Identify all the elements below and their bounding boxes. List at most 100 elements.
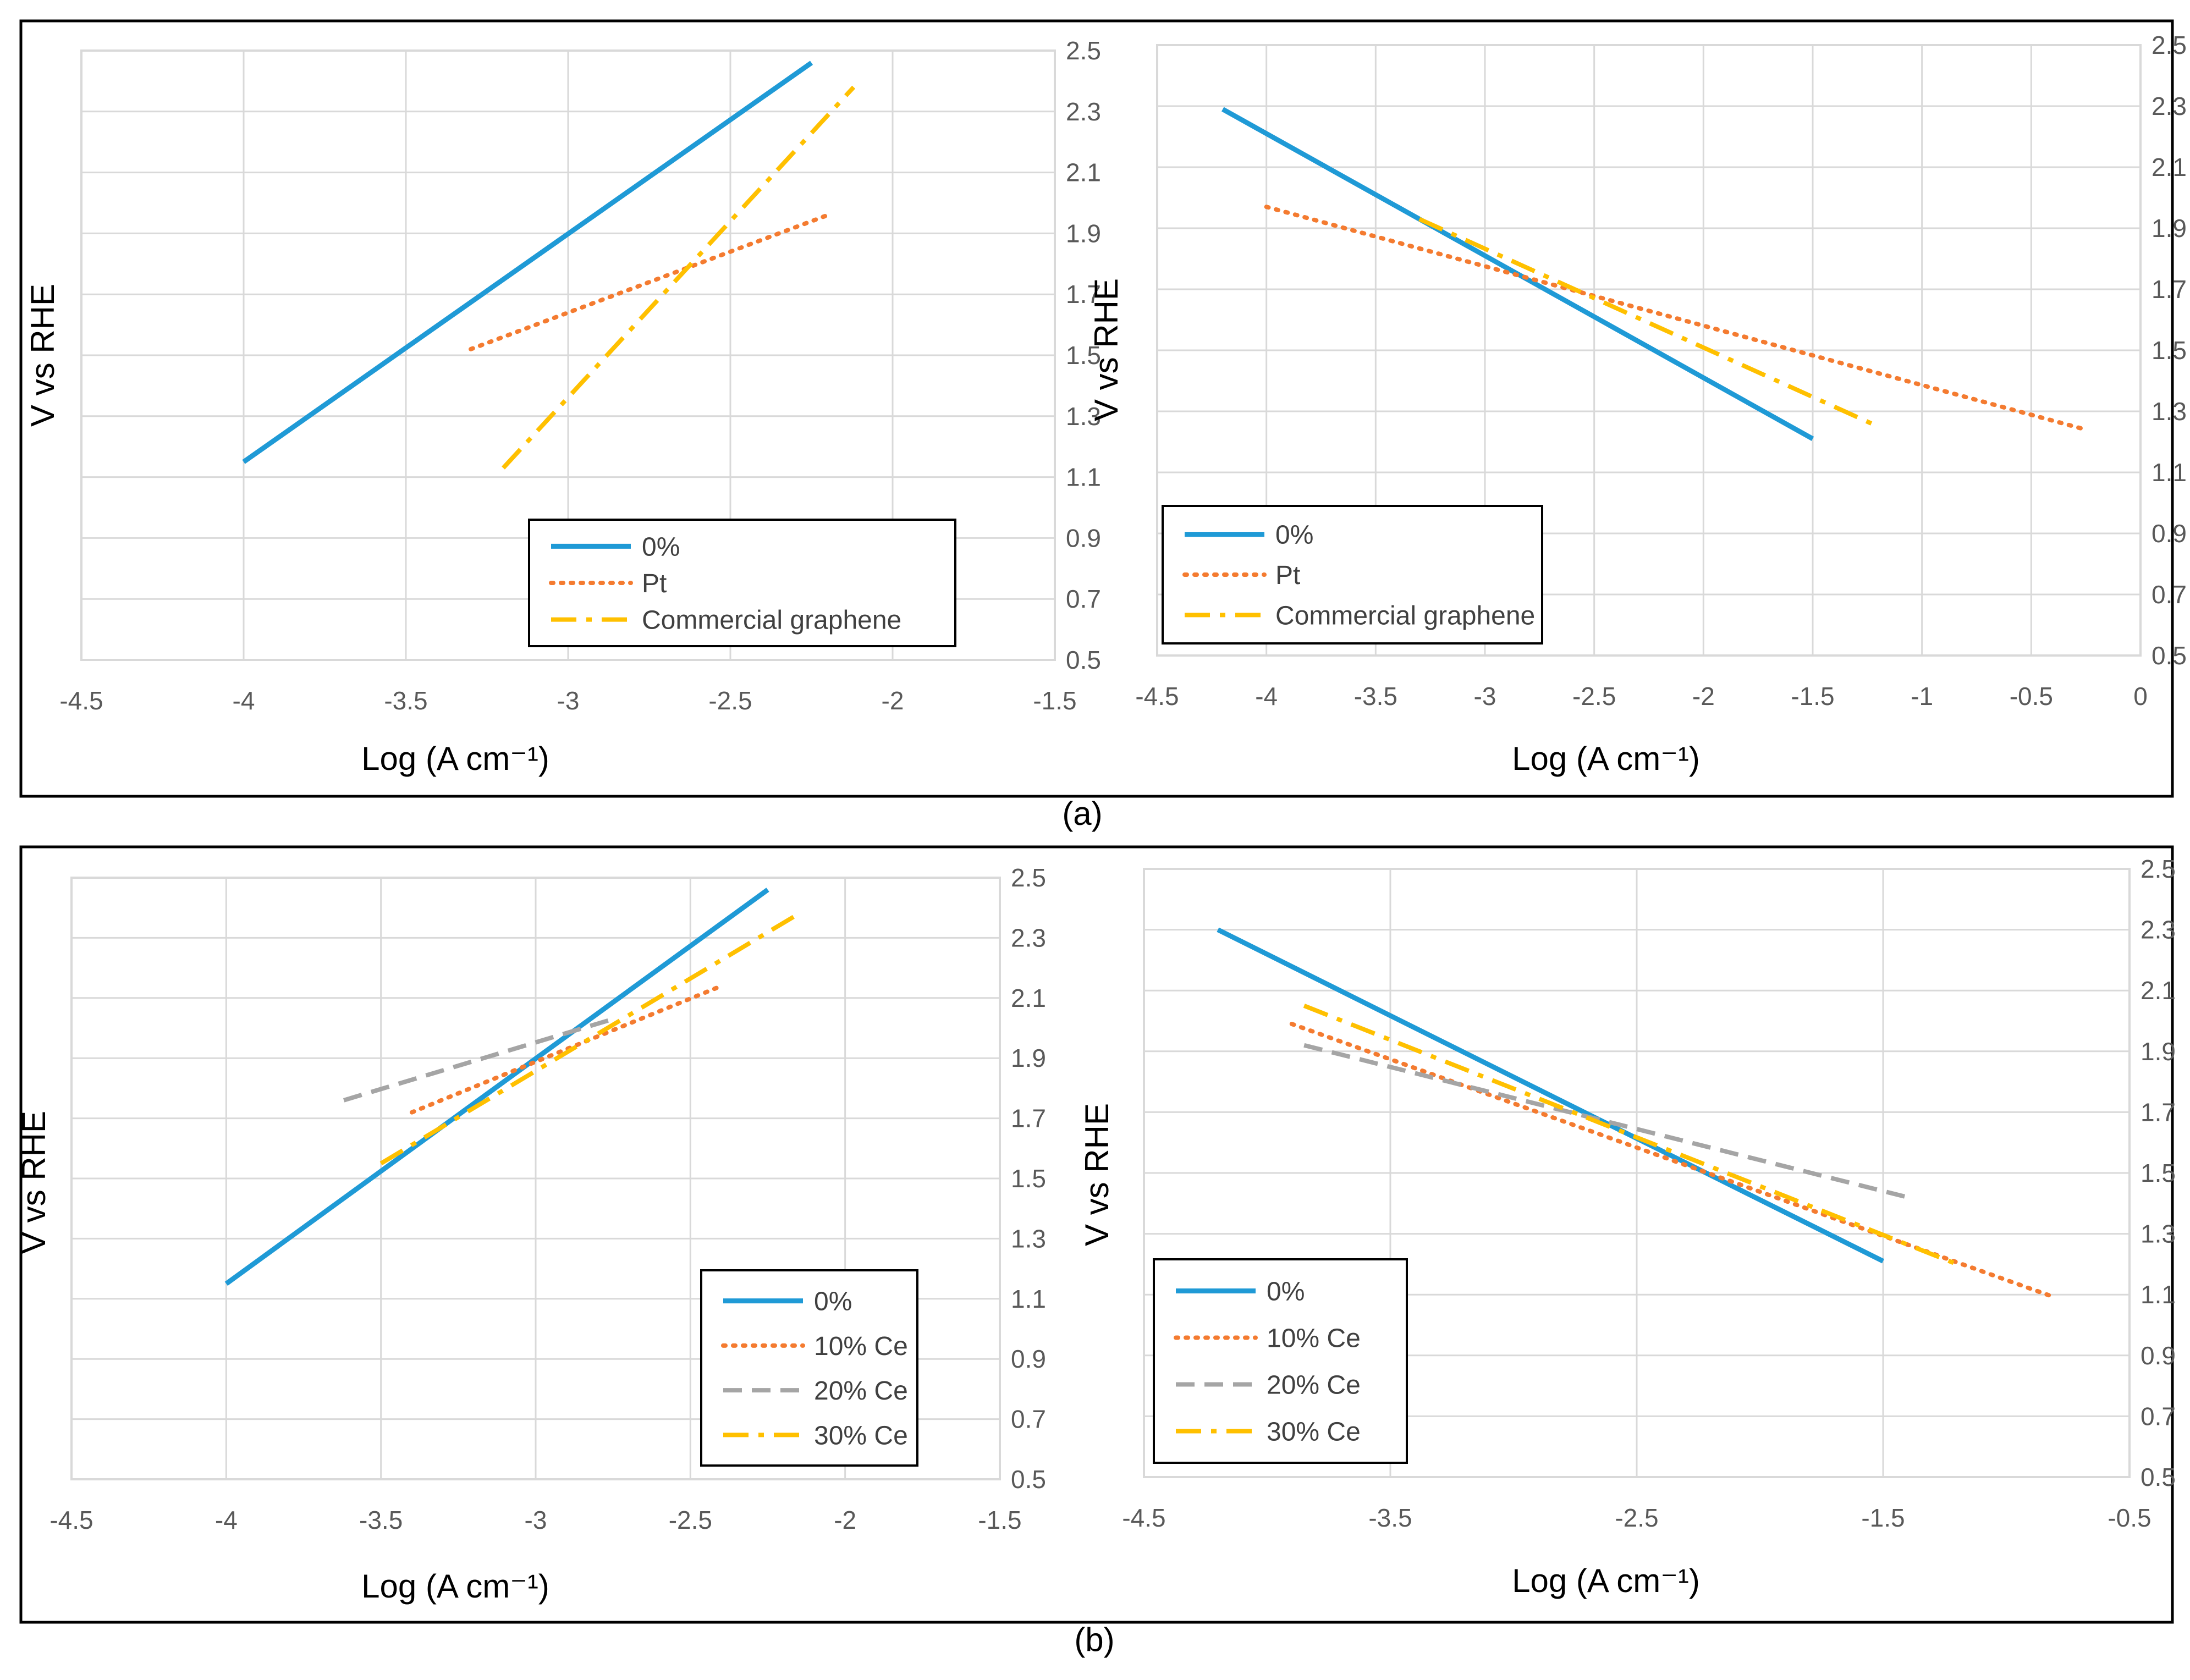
chart-4: -4.5 -3.5 -2.5 -1.5 -0.5 0.5 0.7 0.9 1.1 1.3 1.5 1.…	[1079, 855, 2176, 1599]
y-tick-label: 1.9	[1066, 219, 1101, 247]
y-tick-label: 1.7	[1066, 280, 1101, 309]
y-axis-title: V vs RHE	[15, 1111, 52, 1254]
legend-entry-label: 30% Ce	[1267, 1418, 1361, 1447]
x-tick-label: -0.5	[2010, 682, 2053, 710]
chart-2: -4.5 -4 -3.5 -3 -2.5 -2 -1.5 -1 -0.5 00.5 0.7 0.9 1.…	[1088, 31, 2187, 777]
x-tick-label: -4.5	[49, 1506, 93, 1534]
series-line-20-ce	[1303, 1043, 1908, 1200]
y-axis-title: V vs RHE	[1079, 1103, 1115, 1246]
series-line-pt	[469, 213, 830, 351]
series-line-30-ce	[379, 912, 800, 1166]
y-tick-label: 1.3	[2141, 1220, 2176, 1248]
legend: 0% 10% Ce 20% Ce 30% Ce	[700, 1269, 918, 1467]
y-tick-label: 2.1	[2152, 153, 2187, 181]
y-tick-label: 1.1	[1011, 1285, 1046, 1313]
x-tick-label: -2.5	[669, 1506, 712, 1534]
x-tick-label: -4.5	[1135, 682, 1179, 710]
x-tick-label: -4.5	[59, 686, 103, 715]
x-tick-label: -3.5	[359, 1506, 403, 1534]
x-tick-label: -1	[1911, 682, 1933, 710]
x-tick-label: -1.5	[1791, 682, 1834, 710]
x-axis-title: Log (A cm⁻¹)	[1512, 740, 1700, 777]
x-axis-title: Log (A cm⁻¹)	[1512, 1562, 1700, 1599]
legend-box	[1162, 505, 1543, 645]
x-tick-label: -1.5	[1861, 1503, 1905, 1532]
y-tick-label: 1.1	[2152, 458, 2187, 487]
x-tick-label: -2	[882, 686, 904, 715]
y-tick-label: 2.3	[2141, 916, 2176, 944]
legend-entry-label: 10% Ce	[814, 1332, 908, 1361]
y-tick-label: 0.7	[2141, 1402, 2176, 1430]
series-line-pt	[1264, 205, 2088, 432]
y-tick-label: 2.1	[1011, 984, 1046, 1012]
y-tick-label: 1.5	[1066, 341, 1101, 370]
y-tick-label: 2.3	[2152, 92, 2187, 120]
legend-entry-label: 0%	[1267, 1277, 1305, 1307]
legend-entry-label: Pt	[1275, 561, 1300, 590]
x-tick-label: -3	[1474, 682, 1496, 710]
y-tick-label: 0.7	[2152, 580, 2187, 609]
legend-entry-label: Commercial graphene	[1275, 601, 1535, 630]
y-tick-label: 1.9	[2141, 1037, 2176, 1066]
y-tick-label: 0.7	[1066, 585, 1101, 613]
y-tick-label: 2.5	[2141, 855, 2176, 883]
legend-entry-label: 0%	[814, 1287, 852, 1317]
legend-entry-label: 0%	[642, 532, 680, 561]
y-tick-label: 0.9	[1066, 524, 1101, 552]
x-tick-label: -2.5	[1615, 1503, 1658, 1532]
y-axis-title: V vs RHE	[24, 284, 61, 427]
y-tick-label: 1.3	[1066, 402, 1101, 431]
panel-b-frame	[19, 845, 2174, 1624]
y-tick-label: 1.9	[1011, 1044, 1046, 1072]
x-tick-label: 0	[2133, 682, 2148, 710]
y-tick-label: 1.5	[2141, 1159, 2176, 1187]
y-tick-label: 1.5	[2152, 336, 2187, 365]
series-line-0-	[242, 60, 813, 464]
y-tick-label: 1.1	[2141, 1280, 2176, 1309]
panel-label-b: (b)	[1074, 1621, 1114, 1658]
legend-entry-label: 20% Ce	[1267, 1371, 1361, 1400]
y-tick-label: 1.9	[2152, 214, 2187, 243]
y-tick-label: 1.1	[1066, 463, 1101, 492]
x-tick-label: -3.5	[1368, 1503, 1412, 1532]
y-tick-label: 1.7	[1011, 1104, 1046, 1133]
panel-a-frame	[19, 19, 2174, 798]
legend-entry-label: Pt	[642, 569, 667, 598]
y-tick-label: 0.9	[2141, 1341, 2176, 1370]
legend: 0% Pt Commercial graphene	[1162, 505, 1543, 645]
x-tick-label: -4	[215, 1506, 238, 1534]
y-tick-label: 0.5	[1011, 1465, 1046, 1494]
x-tick-label: -3	[525, 1506, 547, 1534]
series-line-20-ce	[343, 1017, 614, 1103]
charts-layer: -4.5 -4 -3.5 -3 -2.5 -2 -1.5 0.5 0.7 0.9 1.1 1.3 1.5…	[15, 31, 2187, 1605]
y-tick-label: 2.5	[1066, 36, 1101, 65]
x-tick-label: -3.5	[1354, 682, 1397, 710]
x-tick-label: -2.5	[1572, 682, 1616, 710]
y-tick-label: 0.5	[2152, 641, 2187, 670]
series-line-commercial-graphene	[502, 85, 856, 470]
x-tick-label: -2	[834, 1506, 856, 1534]
y-tick-label: 0.7	[1011, 1405, 1046, 1434]
chart-3: -4.5 -4 -3.5 -3 -2.5 -2 -1.5 0.5 0.7 0.9 1.1 1.3 1.5…	[15, 863, 1046, 1605]
legend-entry-label: 10% Ce	[1267, 1324, 1361, 1353]
legend-entry-label: 0%	[1275, 521, 1313, 550]
y-tick-label: 2.1	[2141, 976, 2176, 1005]
x-tick-label: -0.5	[2108, 1503, 2151, 1532]
x-tick-label: -1.5	[1033, 686, 1076, 715]
y-tick-label: 2.5	[1011, 863, 1046, 892]
y-tick-label: 1.7	[2141, 1098, 2176, 1126]
series-line-10-ce	[1289, 1022, 2058, 1300]
y-tick-label: 2.3	[1066, 97, 1101, 126]
y-tick-label: 0.9	[2152, 519, 2187, 548]
x-tick-label: -4	[233, 686, 255, 715]
x-tick-label: -4	[1255, 682, 1278, 710]
y-tick-label: 0.5	[2141, 1463, 2176, 1491]
y-tick-label: 0.9	[1011, 1345, 1046, 1373]
x-axis-title: Log (A cm⁻¹)	[361, 740, 549, 777]
x-tick-label: -2.5	[708, 686, 752, 715]
y-axis-title: V vs RHE	[1088, 278, 1125, 421]
x-tick-label: -1.5	[978, 1506, 1021, 1534]
chart-1: -4.5 -4 -3.5 -3 -2.5 -2 -1.5 0.5 0.7 0.9 1.1 1.3 1.5…	[24, 36, 1101, 777]
series-line-30-ce	[1303, 1004, 1958, 1266]
